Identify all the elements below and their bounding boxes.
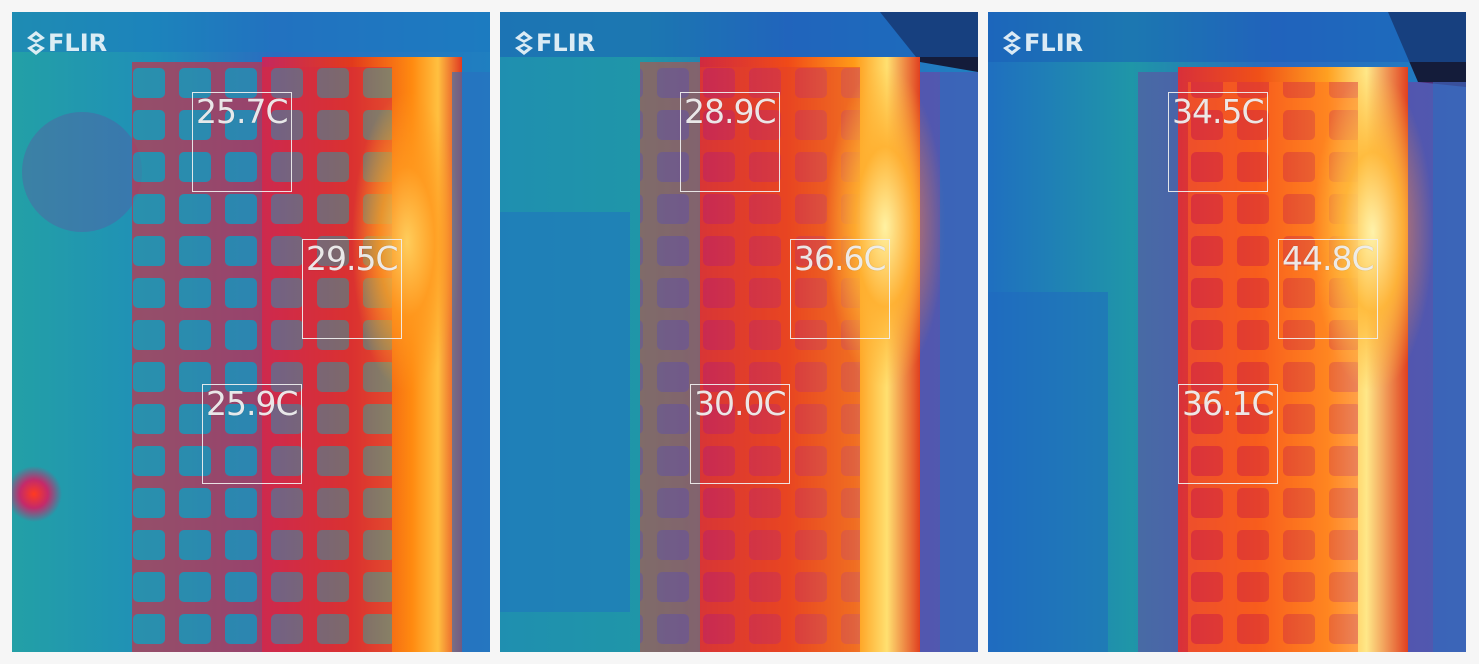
measure-box: 30.0C (690, 384, 790, 484)
temperature-reading: 44.8C (1282, 239, 1375, 278)
flir-logo-text: FLIR (48, 29, 108, 57)
thermal-image-3 (988, 12, 1466, 652)
measure-box: 36.1C (1178, 384, 1278, 484)
temperature-reading: 28.9C (684, 92, 777, 131)
flir-logo-text: FLIR (536, 29, 596, 57)
flir-logo-icon (27, 31, 45, 55)
thermal-panel-3: FLIR 34.5C 44.8C 36.1C (988, 12, 1466, 652)
temperature-reading: 25.7C (196, 92, 289, 131)
temperature-reading: 36.6C (794, 239, 887, 278)
temperature-reading: 29.5C (306, 239, 399, 278)
temperature-reading: 30.0C (694, 384, 787, 423)
measure-box: 36.6C (790, 239, 890, 339)
thermal-image-1 (12, 12, 490, 652)
temperature-reading: 25.9C (206, 384, 299, 423)
flir-logo-text: FLIR (1024, 29, 1084, 57)
flir-logo: FLIR (1002, 28, 1083, 58)
thermal-panel-1: FLIR 25.7C 29.5C 25.9C (12, 12, 490, 652)
flir-logo: FLIR (514, 28, 595, 58)
measure-box: 34.5C (1168, 92, 1268, 192)
measure-box: 25.9C (202, 384, 302, 484)
thermal-panel-2: FLIR 28.9C 36.6C 30.0C (500, 12, 978, 652)
measure-box: 29.5C (302, 239, 402, 339)
temperature-reading: 36.1C (1182, 384, 1275, 423)
measure-box: 25.7C (192, 92, 292, 192)
measure-box: 44.8C (1278, 239, 1378, 339)
flir-logo-icon (1003, 31, 1021, 55)
flir-logo-icon (515, 31, 533, 55)
measure-box: 28.9C (680, 92, 780, 192)
flir-logo: FLIR (26, 28, 107, 58)
thermal-image-2 (500, 12, 978, 652)
temperature-reading: 34.5C (1172, 92, 1265, 131)
